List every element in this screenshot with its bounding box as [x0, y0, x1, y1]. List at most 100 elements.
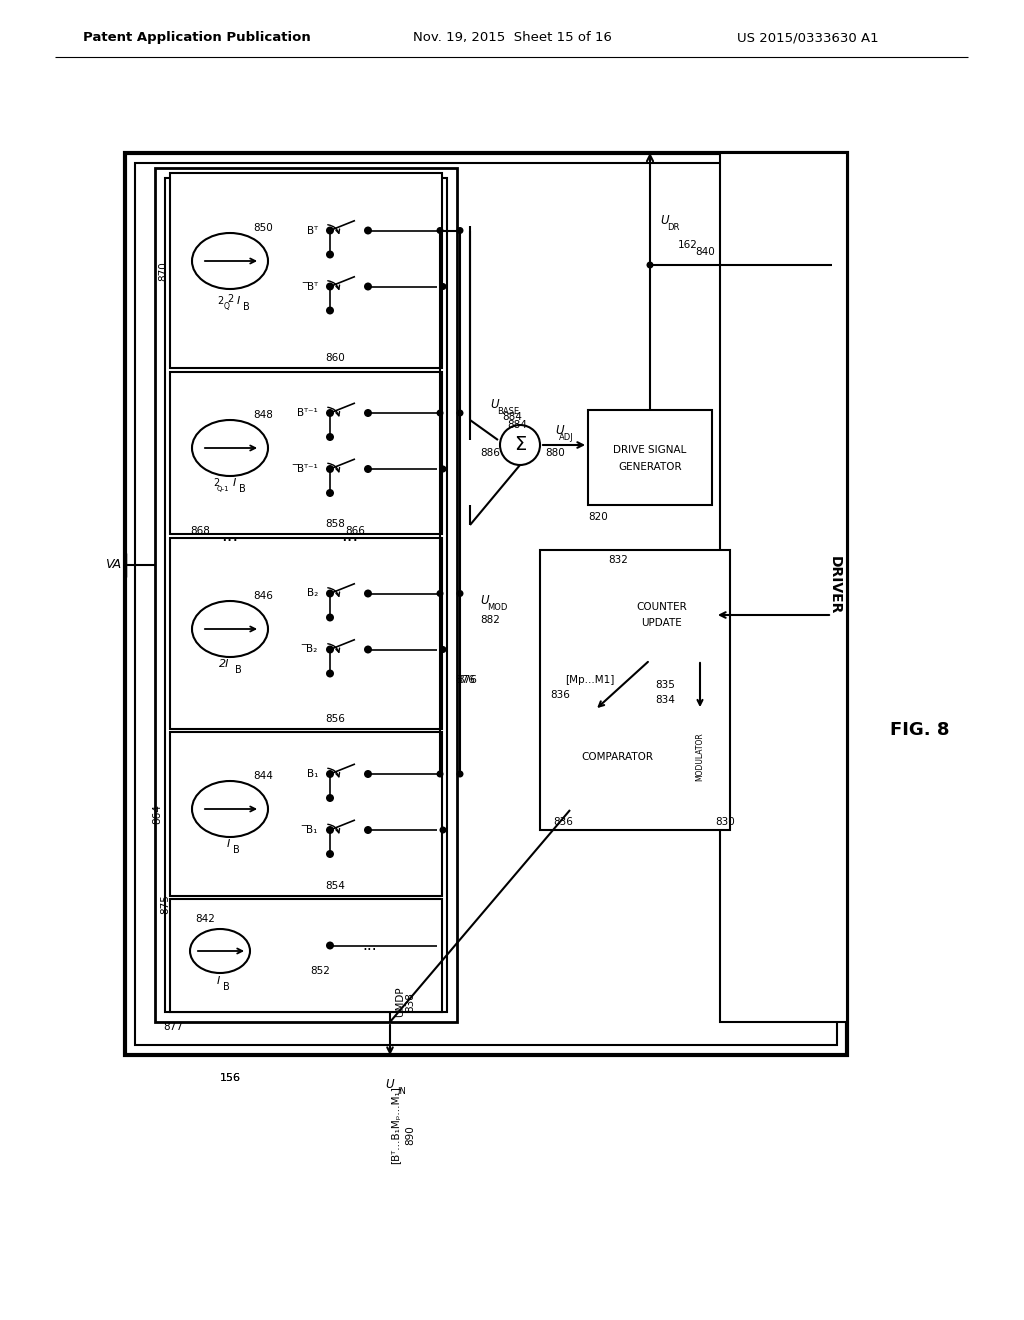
Text: U: U — [490, 399, 499, 412]
Bar — [555, 710, 680, 810]
Text: Q: Q — [224, 302, 230, 312]
Text: 876: 876 — [455, 675, 475, 685]
Text: ...: ... — [362, 939, 377, 953]
Circle shape — [439, 466, 446, 473]
Text: B: B — [234, 665, 242, 675]
Circle shape — [326, 826, 334, 834]
Text: 162: 162 — [678, 240, 698, 249]
Text: DR: DR — [667, 223, 679, 231]
Circle shape — [326, 251, 334, 259]
Text: U: U — [660, 214, 669, 227]
Bar — [170, 173, 442, 368]
Text: 877: 877 — [163, 1022, 183, 1032]
Text: Q-1: Q-1 — [217, 486, 229, 492]
Circle shape — [439, 645, 446, 653]
Circle shape — [364, 770, 372, 777]
Text: 832: 832 — [608, 554, 628, 565]
Text: Bᵀ: Bᵀ — [307, 226, 318, 235]
Text: B₁: B₁ — [306, 770, 318, 779]
Text: [Bᵀ…B₁Mₚ…M₁]: [Bᵀ…B₁Mₚ…M₁] — [390, 1086, 400, 1164]
Text: UPDATE: UPDATE — [642, 618, 682, 628]
Text: ̅B₂: ̅B₂ — [307, 644, 318, 655]
Text: 860: 860 — [326, 352, 345, 363]
Text: 875: 875 — [160, 894, 170, 913]
Text: 840: 840 — [695, 247, 715, 257]
Text: 836: 836 — [553, 817, 573, 828]
Text: 838: 838 — [406, 993, 415, 1012]
Circle shape — [364, 282, 372, 290]
Circle shape — [326, 770, 334, 777]
Bar — [170, 539, 442, 729]
Text: Nov. 19, 2015  Sheet 15 of 16: Nov. 19, 2015 Sheet 15 of 16 — [413, 32, 611, 45]
Text: 882: 882 — [480, 615, 500, 624]
Circle shape — [439, 282, 446, 290]
Circle shape — [326, 669, 334, 677]
Circle shape — [646, 261, 653, 268]
Circle shape — [326, 645, 334, 653]
Text: 2I: 2I — [219, 659, 229, 669]
Text: 156: 156 — [219, 1073, 241, 1082]
Text: ...: ... — [341, 527, 358, 545]
Text: IN: IN — [397, 1088, 406, 1097]
Text: I: I — [226, 840, 229, 849]
Text: U: U — [556, 425, 564, 437]
Text: DRIVE SIGNAL: DRIVE SIGNAL — [613, 445, 687, 455]
Text: 848: 848 — [253, 411, 273, 420]
Text: 844: 844 — [253, 771, 273, 781]
Bar — [170, 372, 442, 535]
Circle shape — [457, 590, 464, 597]
Text: ...: ... — [221, 527, 239, 545]
Text: I: I — [216, 975, 219, 986]
Circle shape — [364, 645, 372, 653]
Text: U: U — [480, 594, 488, 606]
Circle shape — [436, 590, 443, 597]
Text: 842: 842 — [195, 913, 215, 924]
Bar — [165, 178, 447, 1012]
Circle shape — [457, 227, 464, 234]
Text: 858: 858 — [325, 519, 345, 529]
Text: Patent Application Publication: Patent Application Publication — [83, 32, 311, 45]
Circle shape — [364, 409, 372, 417]
Circle shape — [326, 850, 334, 858]
Circle shape — [326, 433, 334, 441]
Text: 846: 846 — [253, 591, 273, 601]
Circle shape — [326, 306, 334, 314]
Circle shape — [364, 826, 372, 834]
Bar — [135, 162, 837, 1045]
Text: 890: 890 — [406, 1125, 415, 1144]
Text: 864: 864 — [152, 804, 162, 824]
Text: GENERATOR: GENERATOR — [618, 462, 682, 473]
Circle shape — [364, 227, 372, 235]
Bar — [720, 153, 847, 1022]
Text: 880: 880 — [545, 447, 565, 458]
Text: 835: 835 — [655, 680, 675, 690]
Bar — [540, 550, 730, 830]
Bar — [170, 899, 442, 1012]
Text: B₂: B₂ — [307, 589, 318, 598]
Text: B: B — [239, 484, 246, 494]
Text: COUNTER: COUNTER — [637, 602, 687, 612]
Text: Σ: Σ — [514, 436, 526, 454]
Ellipse shape — [193, 601, 268, 657]
Text: Bᵀ⁻¹: Bᵀ⁻¹ — [297, 408, 318, 418]
Bar — [155, 168, 457, 1022]
Text: ̅Bᵀ: ̅Bᵀ — [307, 281, 318, 292]
Text: 820: 820 — [588, 512, 608, 521]
Bar — [588, 411, 712, 506]
Text: 884: 884 — [507, 420, 527, 430]
Text: I: I — [237, 296, 240, 306]
Text: 2: 2 — [227, 294, 233, 304]
Bar — [610, 570, 715, 660]
Text: 854: 854 — [325, 880, 345, 891]
Circle shape — [326, 465, 334, 473]
Circle shape — [364, 590, 372, 598]
Text: 850: 850 — [253, 223, 272, 234]
Text: US 2015/0333630 A1: US 2015/0333630 A1 — [737, 32, 879, 45]
Text: B: B — [243, 302, 250, 312]
Circle shape — [326, 941, 334, 949]
Text: UMDP: UMDP — [395, 986, 406, 1018]
Text: BASE: BASE — [497, 408, 519, 417]
Text: DRIVER: DRIVER — [828, 556, 842, 614]
Text: 852: 852 — [310, 965, 330, 975]
Text: 886: 886 — [480, 447, 500, 458]
